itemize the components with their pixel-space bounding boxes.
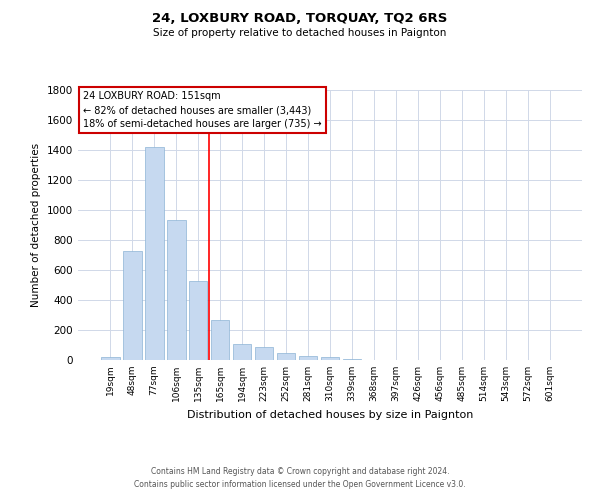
Bar [233, 344, 251, 360]
Bar [145, 147, 164, 360]
Bar [101, 357, 119, 360]
Bar [343, 359, 361, 360]
Text: 24, LOXBURY ROAD, TORQUAY, TQ2 6RS: 24, LOXBURY ROAD, TORQUAY, TQ2 6RS [152, 12, 448, 26]
Y-axis label: Number of detached properties: Number of detached properties [31, 143, 41, 307]
Bar [123, 250, 142, 360]
Bar [167, 220, 185, 360]
Text: 24 LOXBURY ROAD: 151sqm
← 82% of detached houses are smaller (3,443)
18% of semi: 24 LOXBURY ROAD: 151sqm ← 82% of detache… [83, 92, 322, 130]
Bar [320, 358, 340, 360]
Bar [255, 346, 274, 360]
Bar [189, 280, 208, 360]
Text: Contains HM Land Registry data © Crown copyright and database right 2024.
Contai: Contains HM Land Registry data © Crown c… [134, 468, 466, 489]
Bar [211, 320, 229, 360]
Text: Size of property relative to detached houses in Paignton: Size of property relative to detached ho… [154, 28, 446, 38]
Bar [299, 356, 317, 360]
Bar [277, 352, 295, 360]
X-axis label: Distribution of detached houses by size in Paignton: Distribution of detached houses by size … [187, 410, 473, 420]
